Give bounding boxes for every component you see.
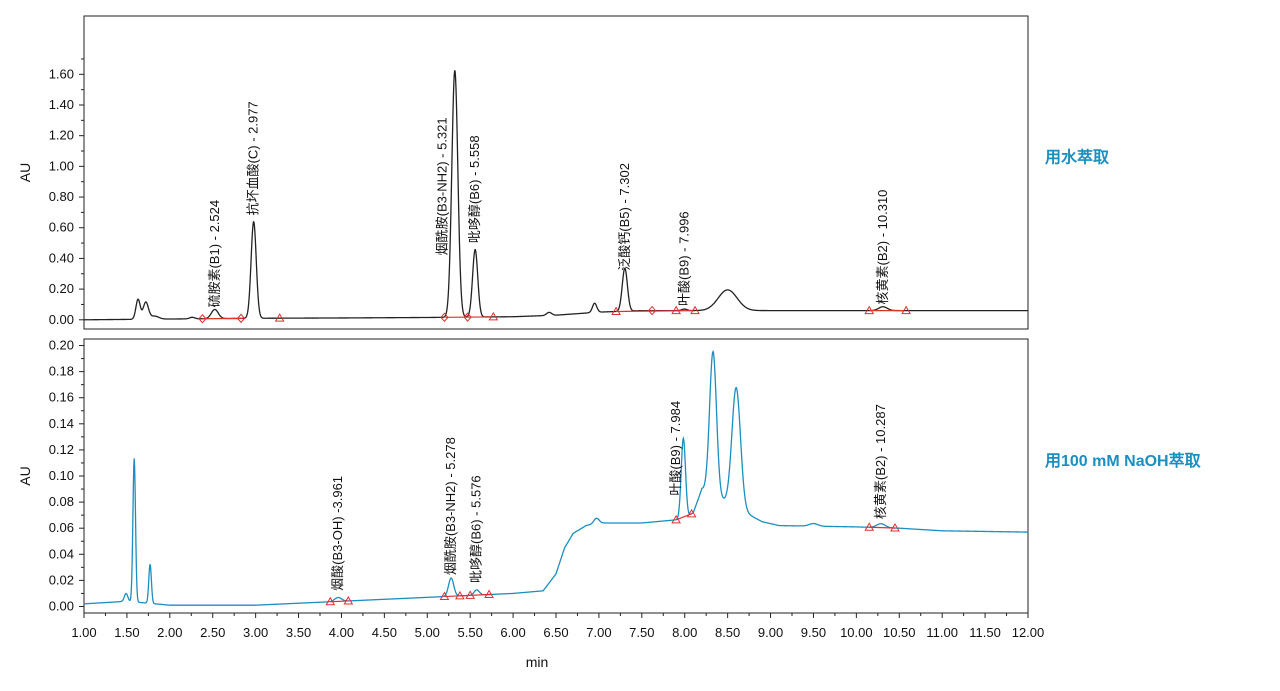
integration-marker <box>236 313 246 324</box>
integration-marker <box>463 312 472 322</box>
x-tick-label: 12.00 <box>1012 625 1045 640</box>
y-tick-label: 0.00 <box>49 312 74 327</box>
y-tick-label: 0.80 <box>49 189 74 204</box>
integration-marker <box>864 522 875 531</box>
y-axis-title: AU <box>17 466 33 485</box>
x-tick-label: 1.50 <box>114 625 139 640</box>
x-tick-label: 3.00 <box>243 625 268 640</box>
integration-baseline <box>869 526 896 529</box>
integration-marker <box>488 311 499 321</box>
integration-marker <box>686 508 697 518</box>
integration-marker <box>611 306 621 316</box>
x-axis-title: min <box>526 654 549 670</box>
y-tick-label: 1.20 <box>49 128 74 143</box>
peak-label: 吡哆醇(B6) - 5.576 <box>469 475 484 583</box>
integration-marker <box>484 589 494 599</box>
y-tick-label: 0.06 <box>49 520 74 535</box>
top-panel: 0.00 0.20 0.40 0.60 0.80 1.00 1.20 1.40 1.60 AU 硫胺… <box>17 58 1109 327</box>
x-tick-label: 5.50 <box>458 625 483 640</box>
integration-marker <box>671 305 682 315</box>
peak-label: 核黄素(B2) - 10.287 <box>873 404 888 519</box>
integration-marker <box>864 305 875 315</box>
y-tick-label: 0.18 <box>49 364 74 379</box>
peak-label: 泛酸钙(B5) - 7.302 <box>617 163 632 271</box>
x-tick-label: 9.00 <box>758 625 783 640</box>
peak-label: 烟酰胺(B3-NH2) - 5.278 <box>443 437 458 575</box>
x-tick-label: 8.50 <box>715 625 740 640</box>
x-tick-label: 1.00 <box>71 625 96 640</box>
y-tick-label: 0.16 <box>49 390 74 405</box>
peak-label: 吡哆醇(B6) - 5.558 <box>467 135 482 243</box>
x-tick-label: 11.50 <box>969 625 1001 640</box>
x-tick-label: 8.00 <box>672 625 697 640</box>
y-axis-title: AU <box>17 163 33 182</box>
top-panel-frame <box>83 15 1029 330</box>
y-tick-label: 0.20 <box>49 281 74 296</box>
integration-marker <box>325 596 336 606</box>
y-tick-label: 1.60 <box>49 66 74 81</box>
x-tick-label: 3.50 <box>286 625 311 640</box>
x-tick-label: 6.00 <box>500 625 525 640</box>
x-tick-label: 2.50 <box>200 625 225 640</box>
panel-label: 用水萃取 <box>1045 148 1109 167</box>
peak-label: 核黄素(B2) - 10.310 <box>875 190 890 305</box>
x-tick-label: 11.00 <box>926 625 958 640</box>
integration-marker <box>690 305 700 315</box>
x-tick-label: 4.00 <box>329 625 354 640</box>
peak-label: 烟酸(B3-OH) -3.961 <box>330 476 345 591</box>
x-tick-label: 2.00 <box>157 625 182 640</box>
integration-marker <box>890 523 900 532</box>
y-tick-label: 0.60 <box>49 220 74 235</box>
y-tick-label: 0.00 <box>49 598 74 613</box>
y-tick-label: 0.04 <box>49 546 74 561</box>
peak-label: 烟酰胺(B3-NH2) - 5.321 <box>435 117 450 255</box>
x-tick-label: 9.50 <box>801 625 826 640</box>
x-tick-label: 6.50 <box>543 625 568 640</box>
peak-label: 叶酸(B9) - 7.996 <box>676 211 691 306</box>
peak-label: 硫胺素(B1) - 2.524 <box>207 200 222 308</box>
x-tick-label: 4.50 <box>372 625 397 640</box>
x-tick-label: 7.50 <box>629 625 654 640</box>
x-axis: 1.00 1.50 2.00 2.50 3.00 3.50 4.00 4.50 5.00 5.50… <box>71 613 1044 640</box>
panel-label: 用100 mM NaOH萃取 <box>1045 452 1201 470</box>
peak-label: 抗坏血酸(C) - 2.977 <box>246 101 261 215</box>
x-tick-label: 5.00 <box>415 625 440 640</box>
integration-marker <box>901 305 911 315</box>
y-tick-label: 0.20 <box>49 338 74 353</box>
integration-marker <box>647 305 657 316</box>
integration-marker <box>198 313 207 324</box>
integration-baseline <box>330 600 349 603</box>
integration-marker <box>671 514 682 524</box>
y-tick-label: 0.14 <box>49 416 74 431</box>
integration-marker <box>455 590 465 600</box>
x-tick-label: 10.00 <box>840 625 873 640</box>
y-tick-label: 0.10 <box>49 468 74 483</box>
y-tick-label: 0.08 <box>49 494 74 509</box>
integration-marker <box>274 313 285 322</box>
y-tick-label: 0.40 <box>49 250 74 265</box>
x-tick-label: 7.00 <box>586 625 611 640</box>
integration-marker <box>440 312 449 323</box>
integration-marker <box>439 591 450 601</box>
x-tick-label: 10.50 <box>883 625 916 640</box>
integration-marker <box>343 595 354 605</box>
peak-label: 叶酸(B9) - 7.984 <box>668 401 683 496</box>
integration-marker <box>465 590 476 599</box>
y-tick-label: 0.12 <box>49 442 74 457</box>
y-tick-label: 0.02 <box>49 572 74 587</box>
bottom-panel: 0.00 0.02 0.04 0.06 0.08 0.10 0.12 0.14 0.16 0.18… <box>17 338 1201 614</box>
y-tick-label: 1.40 <box>49 97 74 112</box>
y-tick-label: 1.00 <box>49 158 74 173</box>
